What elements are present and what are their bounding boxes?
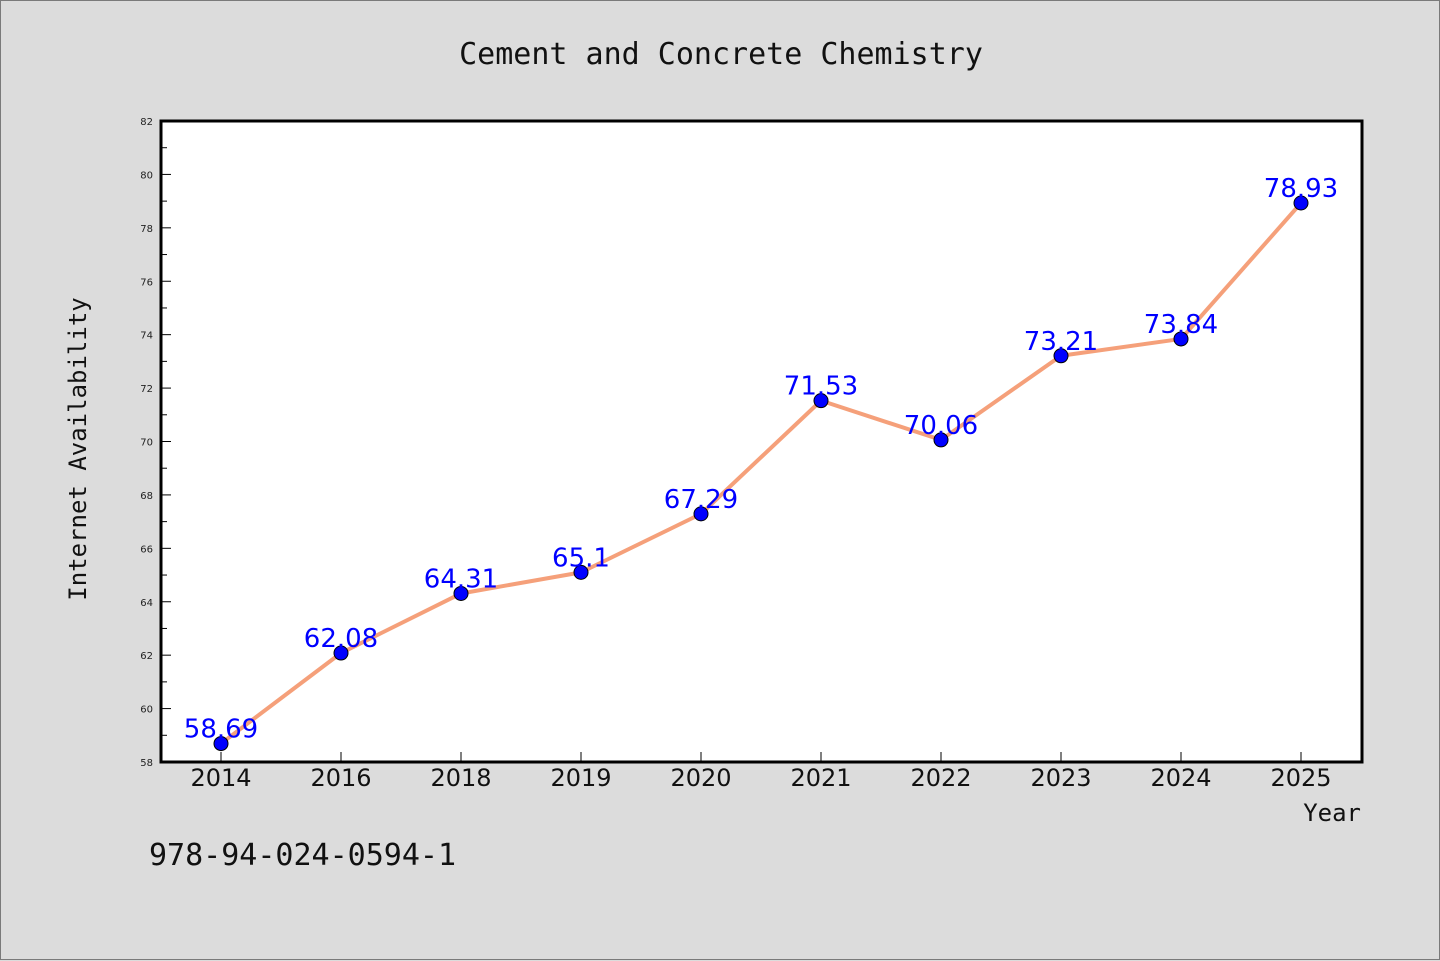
data-label: 65.1 xyxy=(552,543,610,573)
x-tick-label: 2018 xyxy=(430,764,491,792)
x-tick-label: 2014 xyxy=(190,764,251,792)
y-tick-label: 60 xyxy=(140,705,153,716)
data-label: 73.84 xyxy=(1144,310,1218,340)
data-point xyxy=(813,393,829,409)
series-line xyxy=(219,200,1303,746)
x-tick-label: 2023 xyxy=(1030,764,1091,792)
y-tick-label: 82 xyxy=(140,117,153,128)
series-layer: 58.69 62.08 64.31 65.1 67.29 71.53 70.06 73.21 7… xyxy=(184,174,1338,752)
y-tick-label: 62 xyxy=(140,651,153,662)
y-tick-label: 80 xyxy=(140,170,153,181)
y-tick-label: 64 xyxy=(140,598,153,609)
y-axis: 58 60 62 64 66 68 70 72 74 76 78 80 82 xyxy=(140,117,171,769)
data-point xyxy=(453,585,469,601)
x-tick-label: 2022 xyxy=(910,764,971,792)
data-point xyxy=(1173,331,1189,347)
plot-area xyxy=(161,121,1362,762)
data-label: 70.06 xyxy=(904,411,978,441)
y-tick-label: 66 xyxy=(140,544,153,555)
chart-title: Cement and Concrete Chemistry xyxy=(459,37,983,72)
data-label: 64.31 xyxy=(424,564,498,594)
data-point xyxy=(693,506,709,522)
x-tick-label: 2020 xyxy=(670,764,731,792)
x-tick-label: 2016 xyxy=(310,764,371,792)
data-label: 58.69 xyxy=(184,715,258,745)
x-tick-label: 2025 xyxy=(1270,764,1331,792)
data-label: 71.53 xyxy=(784,372,858,402)
data-point xyxy=(1053,348,1069,364)
data-label: 67.29 xyxy=(664,485,738,515)
data-point xyxy=(573,564,589,580)
x-tick-label: 2021 xyxy=(790,764,851,792)
data-point xyxy=(933,432,949,448)
y-tick-label: 70 xyxy=(140,438,153,449)
x-tick-label: 2024 xyxy=(1150,764,1211,792)
x-axis-title: Year xyxy=(1303,799,1361,827)
y-tick-label: 58 xyxy=(140,758,153,769)
x-axis: 2014 2016 2018 2019 2020 2021 2022 2023 2024 2025 xyxy=(190,752,1332,792)
y-tick-label: 68 xyxy=(140,491,153,502)
y-tick-label: 76 xyxy=(140,277,153,288)
data-point xyxy=(1293,195,1309,211)
data-label: 78.93 xyxy=(1264,174,1338,204)
x-tick-label: 2019 xyxy=(550,764,611,792)
isbn-text: 978-94-024-0594-1 xyxy=(149,838,456,873)
y-axis-title: Internet Availability xyxy=(64,297,92,600)
data-label: 62.08 xyxy=(304,624,378,654)
data-point xyxy=(213,736,229,752)
plot-border xyxy=(159,119,1364,764)
data-label: 73.21 xyxy=(1024,327,1098,357)
y-tick-label: 78 xyxy=(140,224,153,235)
data-point xyxy=(333,645,349,661)
y-tick-label: 74 xyxy=(140,331,153,342)
y-tick-label: 72 xyxy=(140,384,153,395)
